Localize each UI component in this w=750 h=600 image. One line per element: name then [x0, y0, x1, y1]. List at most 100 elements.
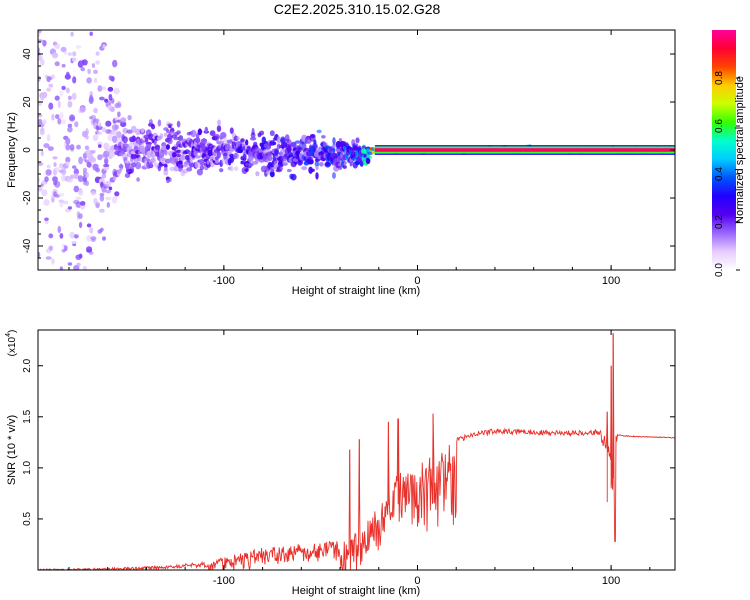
spectrogram-cell	[105, 189, 112, 194]
spectrogram-cell	[135, 161, 142, 170]
spectrogram-cell	[318, 162, 324, 167]
spectrogram-cell	[95, 118, 100, 123]
spectrogram-cell	[201, 138, 207, 144]
snr-ticks: -100 0 100 0.5 1.0 1.5 2.0	[22, 330, 675, 587]
spectrogram-cell	[76, 144, 81, 150]
spectrogram-cell	[176, 153, 182, 158]
spectrogram-cell	[209, 130, 216, 137]
spectrogram-cell	[248, 162, 254, 167]
spectrogram-xlabel: Height of straight line (km)	[292, 285, 420, 297]
spectrogram-cell	[133, 158, 139, 163]
spectrogram-ylabel: Frequency (Hz)	[6, 112, 18, 188]
spectrogram-cell	[78, 189, 84, 196]
spectrogram-cell	[240, 160, 245, 165]
spectrogram-cell	[119, 163, 123, 171]
spectrogram-cell	[101, 173, 107, 179]
spectrogram-cell	[38, 185, 43, 192]
spectrogram-cell	[265, 170, 271, 175]
spectrogram-cell	[110, 98, 115, 104]
spectrogram-cell	[301, 166, 308, 171]
spectrogram-cell	[233, 166, 239, 172]
spectrogram-cell	[342, 161, 347, 165]
spectrogram-cell	[109, 151, 116, 157]
spectrogram-cell	[113, 87, 120, 95]
spectrogram-cell	[163, 149, 168, 156]
spectrogram-cell	[125, 163, 130, 169]
spectrogram-cell	[112, 59, 118, 68]
spectrogram-cell	[278, 166, 283, 171]
spectrogram-cell	[106, 202, 111, 208]
spectrogram-cell	[321, 135, 326, 139]
spectrogram-cell	[131, 135, 136, 142]
spectrogram-cell	[269, 170, 275, 178]
y-tick-label: 20	[22, 96, 33, 108]
spectrogram-cell	[38, 251, 41, 259]
spectrogram-cell	[89, 91, 93, 96]
snr-ylabel: SNR (10 * v/v)	[6, 415, 18, 485]
spectrogram-cell	[149, 161, 153, 168]
y-tick-label: -20	[22, 190, 33, 205]
spectrogram-cell	[65, 156, 71, 164]
spectrogram-cell	[53, 162, 57, 167]
spectrogram-cell	[91, 191, 96, 196]
spectrogram-cell	[91, 63, 95, 68]
spectrogram-cell	[57, 100, 61, 109]
spectrogram-cell	[95, 202, 100, 209]
spectrogram-cell	[97, 85, 103, 92]
spectrogram-cell	[89, 227, 94, 234]
spectrogram-cell	[99, 195, 105, 202]
spectrogram-cell	[267, 154, 273, 161]
spectrogram-cell	[173, 136, 180, 141]
spectrogram-cell	[78, 156, 83, 165]
spectrogram-cell	[194, 155, 201, 159]
spectrogram-cell	[77, 175, 84, 183]
spectrogram-cell	[112, 196, 118, 204]
spectrogram-cell	[276, 136, 281, 144]
spectrogram-cell	[229, 127, 234, 134]
y-tick-label: 40	[22, 48, 33, 60]
spectrogram-cell	[150, 124, 156, 130]
spectrogram-cell	[177, 164, 184, 169]
spectrogram-cell	[85, 128, 89, 136]
spectrogram-cell	[44, 176, 49, 183]
spectrogram-cell	[272, 141, 277, 146]
spectrogram-cell	[59, 233, 64, 239]
spectrogram-cell	[59, 90, 64, 97]
spectrogram-cell	[176, 130, 181, 135]
snr-series-line	[38, 333, 675, 570]
spectrogram-cell	[342, 165, 347, 169]
spectrogram-cell	[61, 119, 66, 125]
spectrogram-cell	[310, 168, 315, 172]
spectrogram-cell	[57, 225, 62, 234]
spectrogram-cell	[315, 163, 319, 171]
spectrogram-cell	[57, 118, 62, 125]
spectrogram-cell	[313, 139, 317, 145]
spectrogram-cell	[60, 174, 67, 182]
snr-exponent-power: 4	[5, 333, 12, 337]
spectrogram-cell	[71, 240, 77, 245]
spectrogram-cell	[164, 167, 168, 172]
colorbar-ticks: 0.0 0.2 0.4 0.6 0.8	[714, 71, 740, 277]
spectrogram-cell	[62, 200, 69, 205]
spectrogram-cell	[107, 86, 114, 92]
spectrogram-cell	[199, 165, 205, 171]
colorbar: 0.0 0.2 0.4 0.6 0.8 Normalized spectral ampl…	[712, 30, 746, 277]
spectrogram-cell	[78, 253, 83, 259]
spectrogram-cell	[79, 201, 86, 206]
spectrogram-cell	[61, 85, 66, 91]
spectrogram-cell	[336, 146, 341, 153]
spectrogram-cell	[247, 145, 251, 150]
spectrogram-cell	[338, 138, 342, 142]
spectrogram-cell	[110, 76, 115, 82]
spectrogram-cell	[78, 221, 83, 229]
spectrogram-cell	[52, 156, 58, 160]
spectrogram-cell	[67, 206, 72, 210]
spectrogram-cell	[65, 137, 71, 145]
spectrogram-cell	[67, 126, 73, 133]
spectrogram-cell	[332, 137, 336, 145]
spectrogram-cell	[48, 245, 54, 251]
spectrogram-cell	[114, 191, 120, 197]
y-tick-label: 0	[22, 147, 33, 153]
spectrogram-cell	[67, 262, 73, 266]
colorbar-tick-label: 0.4	[714, 167, 725, 181]
